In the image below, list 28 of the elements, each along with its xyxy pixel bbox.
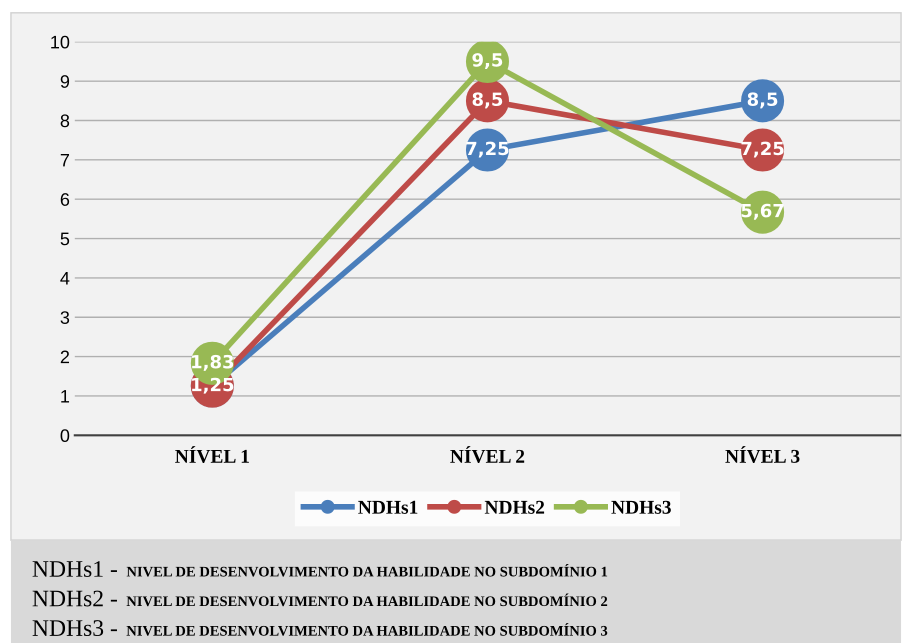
legend-label: NDHs1	[358, 500, 418, 514]
legend-label: NDHs3	[611, 500, 671, 514]
data-label: 8,5	[748, 92, 778, 108]
y-tick-label: 8	[60, 114, 70, 128]
y-tick-label: 10	[51, 36, 70, 49]
data-label: 8,5	[472, 92, 502, 108]
x-tick-label: NÍVEL 1	[175, 446, 249, 463]
y-tick-label: 6	[60, 193, 70, 206]
text: NDHs2 - NIVEL DE DESENVOLVIMENTO DA HABILIDADE NO SUBDOMÍNIO 2	[32, 590, 608, 606]
data-label: 9,5	[472, 53, 502, 70]
data-label: 1,83	[192, 354, 234, 371]
data-label: 1,25	[192, 378, 234, 394]
y-tick-label: 5	[60, 232, 70, 246]
y-tick-label: 3	[60, 311, 70, 324]
data-label: 5,67	[742, 204, 784, 220]
legend-label: NDHs2	[484, 500, 544, 514]
data-label: 7,25	[466, 142, 508, 158]
x-tick-label: NÍVEL 2	[450, 446, 524, 463]
y-tick-label: 1	[61, 390, 70, 402]
text: NDHs1 - NIVEL DE DESENVOLVIMENTO DA HABILIDADE NO SUBDOMÍNIO 1	[32, 561, 608, 577]
y-tick-label: 0	[60, 429, 70, 442]
y-tick-label: 2	[60, 350, 70, 364]
y-tick-label: 9	[60, 75, 70, 88]
text: NDHs3 - NIVEL DE DESENVOLVIMENTO DA HABILIDADE NO SUBDOMÍNIO 3	[32, 620, 608, 636]
x-tick-label: NÍVEL 3	[725, 446, 800, 463]
y-tick-label: 7	[60, 154, 70, 166]
y-tick-label: 4	[60, 272, 70, 284]
data-label: 7,25	[742, 142, 784, 158]
